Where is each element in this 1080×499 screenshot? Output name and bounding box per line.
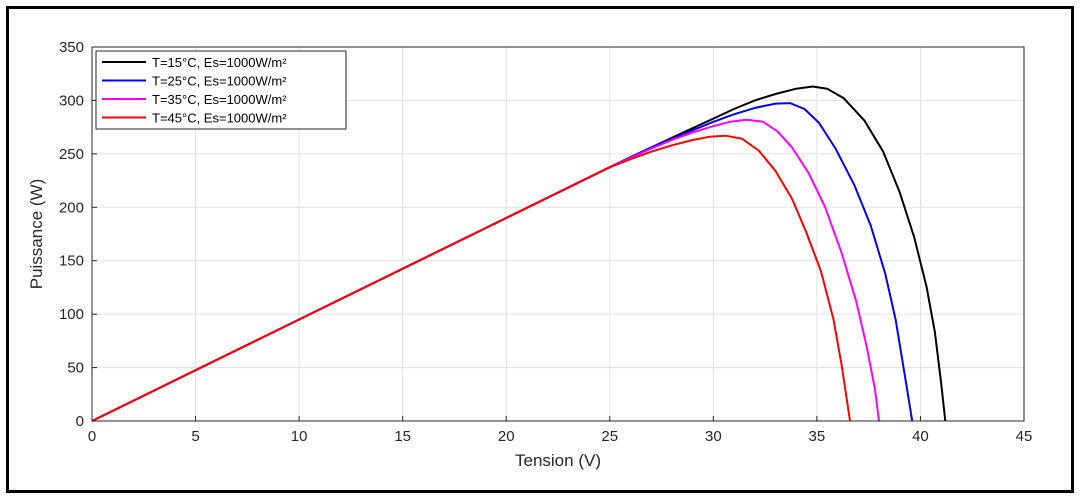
y-tick-label: 0 bbox=[76, 413, 84, 430]
x-tick-label: 15 bbox=[394, 428, 411, 445]
legend-entry: T=15°C, Es=1000W/m² bbox=[152, 55, 287, 70]
series-group bbox=[91, 85, 947, 422]
y-tick-label: 50 bbox=[67, 360, 84, 377]
x-tick-label: 25 bbox=[601, 428, 618, 445]
y-tick-label: 100 bbox=[59, 306, 84, 323]
y-axis-label: Puissance (W) bbox=[27, 179, 46, 290]
y-tick-label: 250 bbox=[59, 146, 84, 163]
legend-entry: T=45°C, Es=1000W/m² bbox=[152, 111, 287, 126]
y-tick-label: 350 bbox=[59, 39, 84, 56]
x-tick-label: 0 bbox=[88, 428, 96, 445]
plot-border bbox=[91, 46, 1025, 422]
y-tick-label: 200 bbox=[59, 199, 84, 216]
legend-entry: T=25°C, Es=1000W/m² bbox=[152, 74, 287, 89]
x-tick-label: 35 bbox=[809, 428, 826, 445]
x-tick-label: 20 bbox=[498, 428, 515, 445]
x-tick-label: 10 bbox=[291, 428, 308, 445]
x-tick-label: 30 bbox=[705, 428, 722, 445]
series-line-4 bbox=[91, 134, 851, 422]
legend-entry: T=35°C, Es=1000W/m² bbox=[152, 92, 287, 107]
y-axis-ticks: 0 50 100 150 200 250 300 350 bbox=[59, 39, 97, 430]
x-axis-label: Tension (V) bbox=[515, 451, 601, 470]
x-tick-label: 45 bbox=[1016, 428, 1033, 445]
y-tick-label: 150 bbox=[59, 253, 84, 270]
y-tick-label: 300 bbox=[59, 92, 84, 109]
x-tick-label: 5 bbox=[191, 428, 199, 445]
x-axis-ticks: 0 5 10 15 20 25 30 35 40 45 bbox=[88, 416, 1033, 445]
x-tick-label: 40 bbox=[912, 428, 929, 445]
legend: T=15°C, Es=1000W/m² T=25°C, Es=1000W/m² T=… bbox=[95, 50, 347, 130]
legend-box bbox=[95, 50, 347, 130]
